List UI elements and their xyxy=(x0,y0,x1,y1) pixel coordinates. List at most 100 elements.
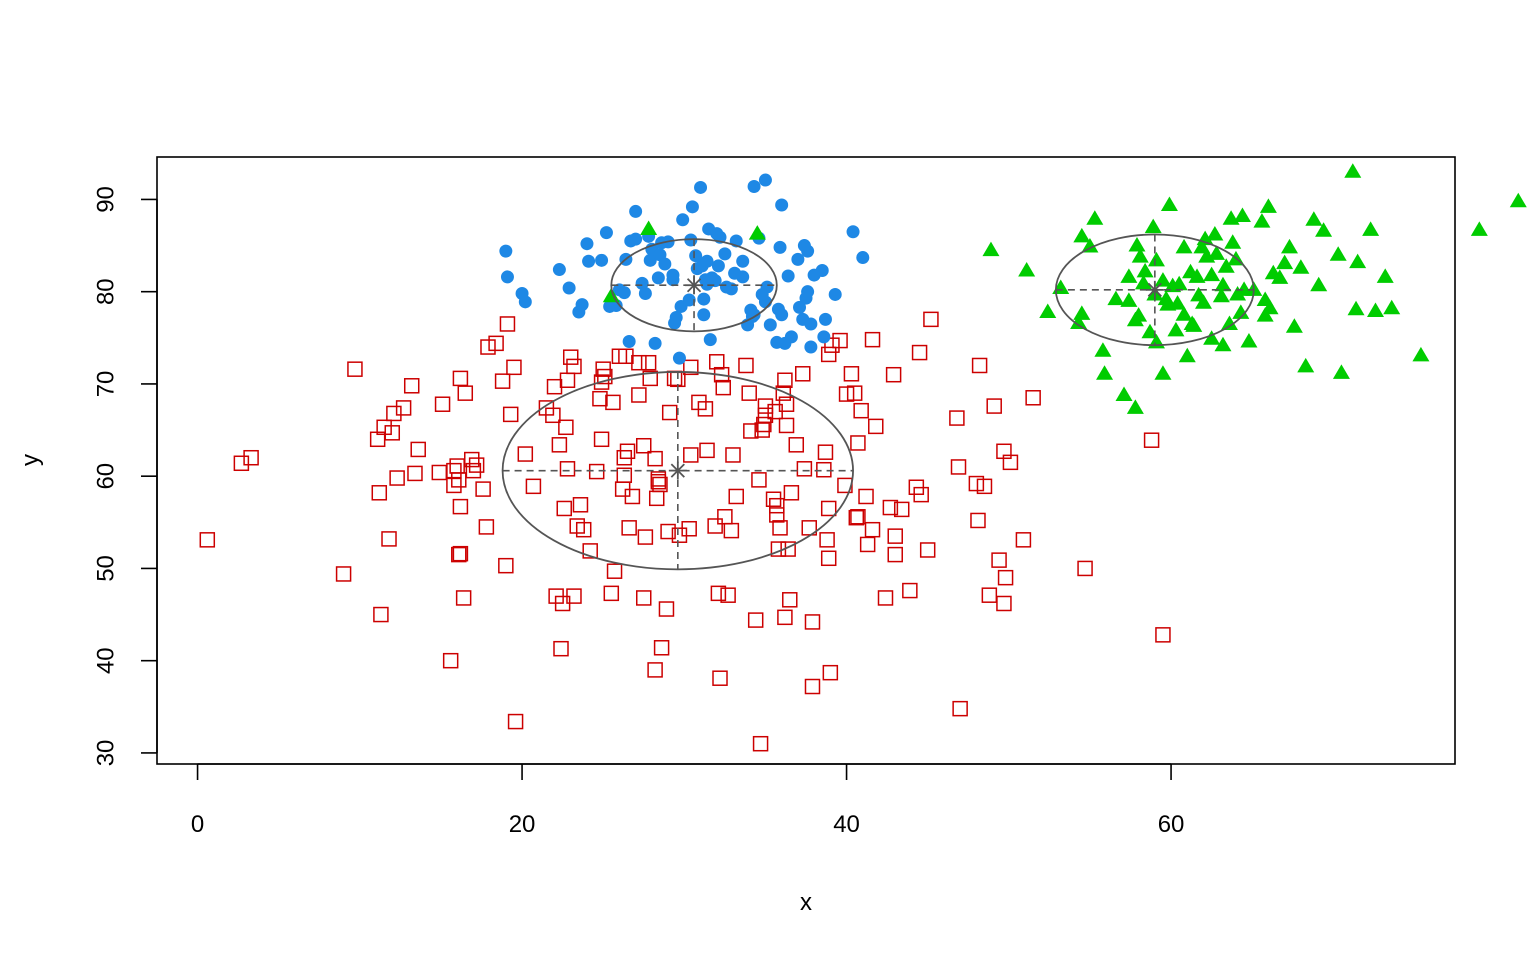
data-point xyxy=(622,334,636,348)
data-point xyxy=(1115,386,1133,402)
data-point xyxy=(700,254,714,268)
data-point xyxy=(582,254,596,268)
data-point xyxy=(552,263,566,277)
data-point xyxy=(1332,364,1350,379)
data-point xyxy=(631,387,647,403)
data-point xyxy=(1141,323,1159,339)
data-point xyxy=(719,280,733,294)
data-point xyxy=(820,346,837,363)
data-point xyxy=(736,254,750,268)
data-point xyxy=(793,300,807,314)
data-point xyxy=(791,252,805,266)
data-point xyxy=(996,595,1012,612)
data-point xyxy=(846,385,863,401)
data-point xyxy=(1160,196,1178,211)
data-point xyxy=(660,523,676,540)
data-point xyxy=(1155,627,1171,643)
data-point xyxy=(488,335,504,352)
data-point xyxy=(1130,307,1148,322)
data-point xyxy=(1094,342,1112,357)
data-point xyxy=(640,220,658,235)
data-point xyxy=(629,204,643,218)
data-point xyxy=(1315,222,1333,237)
data-point xyxy=(741,385,757,401)
data-point xyxy=(376,419,392,436)
data-point xyxy=(559,461,576,477)
data-point xyxy=(919,542,936,558)
data-point xyxy=(882,499,899,516)
data-point xyxy=(621,520,637,536)
data-point xyxy=(723,522,740,539)
data-point xyxy=(773,240,787,254)
data-point xyxy=(648,490,665,507)
data-point xyxy=(1253,213,1271,228)
data-point xyxy=(605,394,621,411)
x-tick-label: 60 xyxy=(1158,811,1185,838)
data-point xyxy=(683,359,699,376)
data-point xyxy=(638,287,652,301)
data-point xyxy=(1167,321,1185,337)
data-point xyxy=(763,318,777,332)
data-point xyxy=(846,225,860,239)
data-point xyxy=(681,521,697,537)
data-point xyxy=(853,402,869,419)
data-point xyxy=(775,198,789,212)
data-point xyxy=(1240,332,1258,348)
data-point xyxy=(1052,279,1070,294)
data-point xyxy=(850,435,866,451)
data-point xyxy=(708,274,722,288)
data-point xyxy=(971,357,988,374)
y-tick-label: 80 xyxy=(93,278,120,305)
data-point xyxy=(1096,365,1114,380)
data-point xyxy=(551,437,568,453)
data-point xyxy=(1261,299,1279,315)
data-point xyxy=(997,569,1014,586)
data-point xyxy=(434,396,451,412)
data-point xyxy=(801,285,815,299)
data-point xyxy=(788,437,805,453)
data-point xyxy=(1144,218,1162,234)
data-point xyxy=(562,281,576,295)
data-point xyxy=(642,370,658,387)
data-point xyxy=(506,359,522,376)
data-point xyxy=(715,379,732,396)
data-point xyxy=(650,471,667,487)
data-point xyxy=(689,249,703,263)
data-point xyxy=(817,444,834,460)
data-point xyxy=(525,478,542,495)
data-point xyxy=(804,614,821,630)
data-point xyxy=(556,500,572,517)
data-point xyxy=(410,441,426,458)
data-point xyxy=(859,536,876,553)
data-point xyxy=(449,458,465,474)
data-point xyxy=(820,550,837,567)
data-point xyxy=(335,566,352,582)
data-point xyxy=(991,552,1007,568)
data-point xyxy=(775,308,789,322)
data-point xyxy=(752,735,769,752)
data-point xyxy=(559,372,576,388)
data-point xyxy=(683,447,699,463)
data-point xyxy=(381,531,397,547)
x-tick-label: 20 xyxy=(509,811,536,838)
data-point xyxy=(666,370,683,387)
data-point xyxy=(709,354,725,370)
data-point xyxy=(913,486,929,503)
data-point xyxy=(517,446,534,462)
data-point xyxy=(1128,237,1146,252)
data-point xyxy=(911,344,928,361)
series-0 xyxy=(199,311,1171,752)
series-1 xyxy=(499,173,870,365)
data-point xyxy=(451,546,467,563)
data-point xyxy=(446,477,462,494)
data-point xyxy=(389,470,405,486)
data-point xyxy=(588,463,605,480)
data-point xyxy=(647,450,663,467)
data-point xyxy=(697,401,714,417)
data-point xyxy=(868,418,884,435)
data-point xyxy=(455,590,472,606)
data-point xyxy=(1212,287,1230,303)
data-point xyxy=(643,253,657,267)
data-point xyxy=(499,244,513,258)
data-point xyxy=(1120,268,1138,283)
